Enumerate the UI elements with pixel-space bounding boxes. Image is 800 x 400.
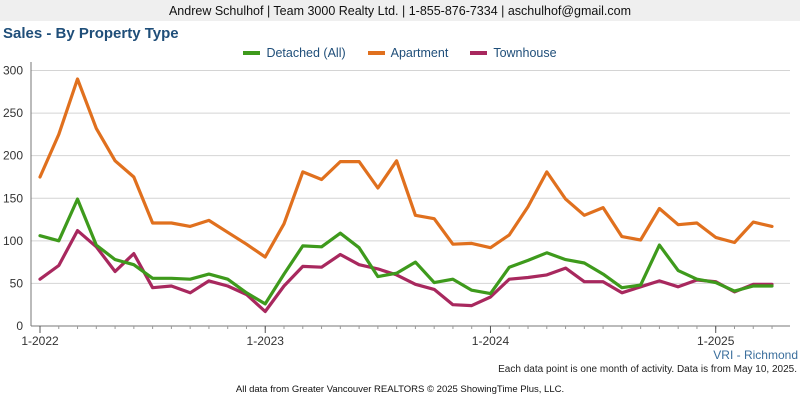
- y-tick-label: 300: [3, 64, 23, 78]
- footer-credit: All data from Greater Vancouver REALTORS…: [235, 384, 565, 395]
- series-line-detached: [38, 197, 774, 306]
- legend-item-detached[interactable]: Detached (All): [243, 46, 346, 60]
- y-tick-label: 250: [3, 106, 23, 120]
- y-tick-label: 200: [3, 149, 23, 163]
- legend: Detached (All) Apartment Townhouse: [0, 46, 800, 60]
- series-line-townhouse: [38, 229, 774, 314]
- y-tick-label: 50: [10, 276, 24, 290]
- x-tick-label: 1-2024: [472, 334, 510, 348]
- series-line-apartment: [38, 77, 774, 259]
- x-tick-label: 1-2022: [21, 334, 59, 348]
- legend-swatch-detached: [243, 51, 261, 55]
- y-tick-label: 100: [3, 234, 23, 248]
- y-tick-label: 150: [3, 191, 23, 205]
- legend-label-apartment: Apartment: [390, 46, 449, 60]
- contact-header: Andrew Schulhof | Team 3000 Realty Ltd. …: [0, 0, 800, 21]
- x-tick-label: 1-2023: [247, 334, 285, 348]
- data-note: Each data point is one month of activity…: [498, 364, 797, 375]
- chart-title: Sales - By Property Type: [3, 25, 179, 42]
- y-tick-label: 0: [16, 319, 23, 333]
- legend-label-townhouse: Townhouse: [493, 46, 557, 60]
- legend-swatch-townhouse: [470, 51, 488, 55]
- legend-swatch-apartment: [367, 51, 385, 55]
- legend-item-apartment[interactable]: Apartment: [367, 46, 449, 60]
- region-label: VRI - Richmond: [713, 348, 798, 362]
- legend-label-detached: Detached (All): [266, 46, 346, 60]
- x-tick-label: 1-2025: [697, 334, 735, 348]
- legend-item-townhouse[interactable]: Townhouse: [470, 46, 557, 60]
